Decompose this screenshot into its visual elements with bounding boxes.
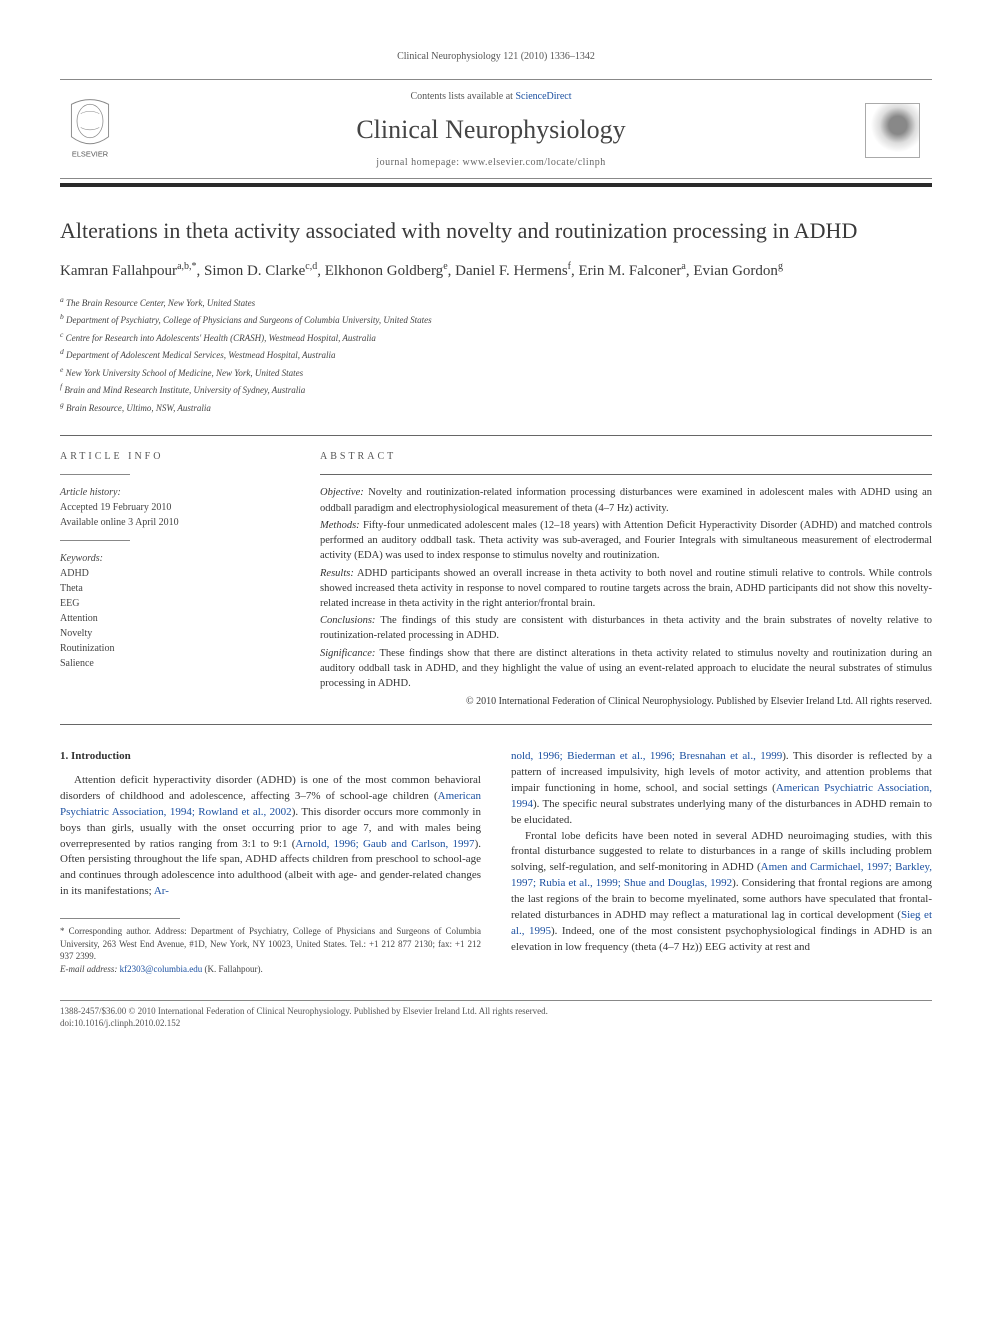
sciencedirect-link[interactable]: ScienceDirect — [515, 91, 571, 102]
affiliation-a: a The Brain Resource Center, New York, U… — [60, 294, 932, 311]
cover-thumbnail-container — [852, 103, 932, 158]
body-paragraph: Frontal lobe deficits have been noted in… — [511, 829, 932, 957]
journal-homepage-line: journal homepage: www.elsevier.com/locat… — [130, 156, 852, 170]
conclusions-text: The findings of this study are consisten… — [320, 615, 932, 641]
keywords-label: Keywords: — [60, 551, 290, 566]
author-2: Simon D. Clarkec,d — [204, 263, 317, 279]
info-divider — [60, 540, 130, 541]
info-abstract-row: ARTICLE INFO Article history: Accepted 1… — [60, 450, 932, 709]
article-title: Alterations in theta activity associated… — [60, 217, 932, 246]
results-text: ADHD participants showed an overall incr… — [320, 568, 932, 609]
contents-available-line: Contents lists available at ScienceDirec… — [130, 90, 852, 104]
page-footer: 1388-2457/$36.00 © 2010 International Fe… — [60, 1000, 932, 1030]
citation-link[interactable]: nold, 1996; Biederman et al., 1996; Bres… — [511, 750, 782, 762]
keyword: Attention — [60, 611, 290, 626]
history-label: Article history: — [60, 485, 290, 500]
methods-text: Fifty-four unmedicated adolescent males … — [320, 520, 932, 561]
homepage-prefix: journal homepage: — [376, 157, 462, 168]
elsevier-logo-icon: ELSEVIER — [60, 95, 120, 160]
abstract-column: ABSTRACT Objective: Novelty and routiniz… — [320, 450, 932, 709]
section-heading-introduction: 1. Introduction — [60, 749, 481, 765]
significance-label: Significance: — [320, 648, 375, 659]
corresponding-author-footnote: * Corresponding author. Address: Departm… — [60, 925, 481, 975]
keyword: EEG — [60, 596, 290, 611]
journal-banner: ELSEVIER Contents lists available at Sci… — [60, 79, 932, 179]
divider — [60, 724, 932, 725]
abstract-text: Objective: Novelty and routinization-rel… — [320, 485, 932, 709]
footer-line-1: 1388-2457/$36.00 © 2010 International Fe… — [60, 1005, 932, 1018]
keyword: ADHD — [60, 566, 290, 581]
affiliation-c: c Centre for Research into Adolescents' … — [60, 329, 932, 346]
body-two-column: 1. Introduction Attention deficit hypera… — [60, 749, 932, 976]
affiliation-g: g Brain Resource, Ultimo, NSW, Australia — [60, 399, 932, 416]
abstract-divider — [320, 474, 932, 475]
conclusions-label: Conclusions: — [320, 615, 375, 626]
article-info-heading: ARTICLE INFO — [60, 450, 290, 464]
author-5: Erin M. Falconera — [579, 263, 686, 279]
results-label: Results: — [320, 568, 354, 579]
objective-label: Objective: — [320, 487, 364, 498]
author-1: Kamran Fallahpoura,b,* — [60, 263, 197, 279]
email-suffix: (K. Fallahpour). — [204, 964, 262, 974]
keyword: Routinization — [60, 641, 290, 656]
corr-label: * Corresponding author. — [60, 926, 151, 936]
homepage-url[interactable]: www.elsevier.com/locate/clinph — [463, 157, 606, 168]
affiliation-d: d Department of Adolescent Medical Servi… — [60, 346, 932, 363]
body-paragraph: Attention deficit hyperactivity disorder… — [60, 773, 481, 901]
body-column-right: nold, 1996; Biederman et al., 1996; Bres… — [511, 749, 932, 976]
journal-cover-icon — [865, 103, 920, 158]
keyword: Salience — [60, 656, 290, 671]
affiliation-e: e New York University School of Medicine… — [60, 364, 932, 381]
keywords-block: Keywords: ADHD Theta EEG Attention Novel… — [60, 551, 290, 671]
info-divider — [60, 474, 130, 475]
significance-text: These findings show that there are disti… — [320, 648, 932, 689]
banner-bottom-rule — [60, 183, 932, 187]
citation-link[interactable]: Ar- — [154, 885, 169, 897]
author-4: Daniel F. Hermensf — [455, 263, 571, 279]
affiliations: a The Brain Resource Center, New York, U… — [60, 294, 932, 416]
email-label: E-mail address: — [60, 964, 117, 974]
footnote-separator — [60, 918, 180, 919]
author-6: Evian Gordong — [693, 263, 783, 279]
keyword: Theta — [60, 581, 290, 596]
methods-label: Methods: — [320, 520, 360, 531]
contents-prefix: Contents lists available at — [410, 91, 515, 102]
objective-text: Novelty and routinization-related inform… — [320, 487, 932, 513]
author-list: Kamran Fallahpoura,b,*, Simon D. Clarkec… — [60, 260, 932, 282]
divider — [60, 435, 932, 436]
article-history: Article history: Accepted 19 February 20… — [60, 485, 290, 530]
accepted-date: Accepted 19 February 2010 — [60, 500, 290, 515]
banner-center: Contents lists available at ScienceDirec… — [130, 90, 852, 170]
affiliation-b: b Department of Psychiatry, College of P… — [60, 311, 932, 328]
citation-link[interactable]: Arnold, 1996; Gaub and Carlson, 1997 — [295, 838, 474, 850]
online-date: Available online 3 April 2010 — [60, 515, 290, 530]
running-header: Clinical Neurophysiology 121 (2010) 1336… — [60, 50, 932, 64]
svg-text:ELSEVIER: ELSEVIER — [72, 150, 108, 159]
abstract-heading: ABSTRACT — [320, 450, 932, 464]
publisher-logo-container: ELSEVIER — [60, 95, 130, 165]
footer-doi: doi:10.1016/j.clinph.2010.02.152 — [60, 1017, 932, 1030]
keyword: Novelty — [60, 626, 290, 641]
author-3: Elkhonon Goldberge — [325, 263, 448, 279]
article-info-column: ARTICLE INFO Article history: Accepted 1… — [60, 450, 290, 709]
email-link[interactable]: kf2303@columbia.edu — [120, 964, 203, 974]
body-paragraph: nold, 1996; Biederman et al., 1996; Bres… — [511, 749, 932, 829]
abstract-copyright: © 2010 International Federation of Clini… — [320, 695, 932, 710]
body-column-left: 1. Introduction Attention deficit hypera… — [60, 749, 481, 976]
affiliation-f: f Brain and Mind Research Institute, Uni… — [60, 381, 932, 398]
journal-name: Clinical Neurophysiology — [130, 112, 852, 148]
